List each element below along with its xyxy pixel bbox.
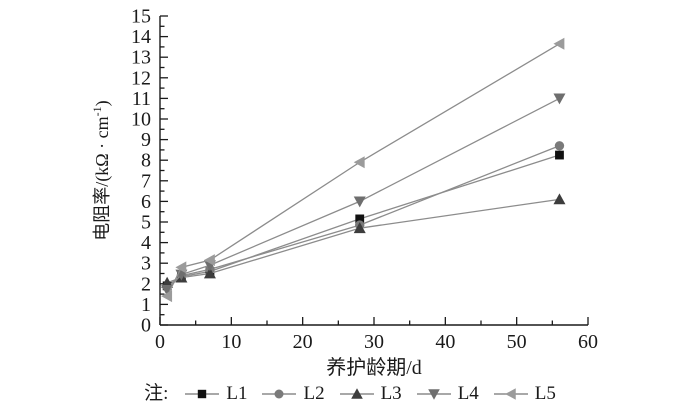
- x-tick-label: 0: [155, 331, 165, 353]
- legend-item-L4: L4: [416, 383, 479, 405]
- y-tick-label: 7: [141, 170, 151, 192]
- legend-marker-icon-L1: [185, 389, 220, 399]
- legend-marker-icon-L2: [262, 389, 297, 399]
- series-line-L3: [166, 198, 560, 284]
- legend-marker-icon-L3: [339, 388, 374, 399]
- triangle-down-marker: [427, 389, 440, 400]
- triangle-left-marker: [175, 261, 187, 274]
- triangle-left-marker: [353, 156, 365, 169]
- y-tick-label: 15: [131, 6, 151, 28]
- y-tick-label: 6: [141, 191, 151, 213]
- y-tick-label: 12: [131, 67, 151, 89]
- x-tick-label: 60: [578, 331, 598, 353]
- triangle-down-marker: [161, 285, 174, 296]
- x-tick-label: 10: [221, 331, 241, 353]
- y-tick-label: 11: [132, 88, 151, 110]
- triangle-down-marker: [353, 196, 366, 208]
- y-axis-title: 电阻率/(kΩ · cm-1): [90, 100, 113, 240]
- triangle-up-marker: [353, 222, 366, 234]
- y-tick-label: 8: [141, 150, 151, 172]
- y-tick-label: 5: [141, 212, 151, 234]
- y-tick-label: 14: [131, 26, 151, 48]
- legend-marker-icon-L4: [416, 389, 451, 400]
- circle-marker: [554, 141, 565, 151]
- y-tick-label: 2: [141, 273, 151, 295]
- triangle-up-marker: [203, 267, 216, 279]
- x-tick-label: 20: [293, 331, 313, 353]
- y-tick-label: 1: [141, 294, 151, 316]
- triangle-left-marker: [504, 388, 516, 400]
- legend-label-L5: L5: [534, 383, 556, 404]
- triangle-up-marker: [161, 276, 174, 288]
- x-axis-title: 养护龄期/d: [326, 356, 422, 379]
- y-tick-label: 13: [131, 47, 151, 69]
- x-tick-label: 30: [364, 331, 384, 353]
- triangle-left-marker: [161, 290, 173, 303]
- legend-label-L1: L1: [226, 383, 248, 404]
- legend-label-L2: L2: [303, 383, 325, 404]
- y-tick-label: 0: [141, 315, 151, 337]
- square-marker: [198, 389, 207, 399]
- y-tick-label: 3: [141, 253, 151, 275]
- circle-marker: [274, 389, 284, 399]
- triangle-up-marker: [350, 388, 363, 399]
- legend-marker-icon-L5: [493, 388, 528, 400]
- triangle-left-marker: [203, 254, 215, 267]
- legend-item-L5: L5: [493, 383, 556, 405]
- legend-item-L2: L2: [261, 383, 325, 405]
- y-tick-label: 4: [141, 232, 151, 254]
- legend-prefix-label: 注:: [144, 383, 169, 404]
- legend-item-L3: L3: [339, 383, 402, 405]
- series-line-L4: [166, 97, 560, 291]
- square-marker: [355, 214, 365, 224]
- y-tick-label: 10: [131, 109, 151, 131]
- triangle-left-marker: [553, 37, 565, 50]
- x-tick-label: 40: [435, 331, 455, 353]
- triangle-up-marker: [553, 193, 566, 205]
- y-tick-label: 9: [141, 129, 151, 151]
- square-marker: [555, 150, 564, 160]
- legend-label-L3: L3: [380, 383, 402, 404]
- chart-legend: 注: L1 L2 L3 L4 L5: [0, 383, 700, 405]
- legend-item-L1: L1: [184, 383, 247, 405]
- x-tick-label: 50: [507, 331, 527, 353]
- triangle-down-marker: [553, 93, 566, 105]
- legend-label-L4: L4: [457, 383, 479, 404]
